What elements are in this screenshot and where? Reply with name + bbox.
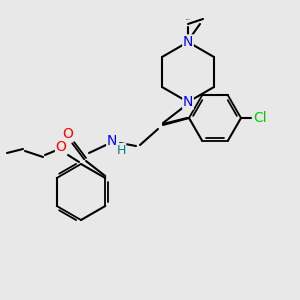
Text: O: O <box>56 140 66 154</box>
Text: N: N <box>183 35 193 49</box>
Text: H: H <box>116 143 126 157</box>
Text: Cl: Cl <box>253 111 267 125</box>
Text: N: N <box>107 134 117 148</box>
Text: N: N <box>183 95 193 109</box>
Text: methyl: methyl <box>186 18 190 20</box>
Text: O: O <box>63 127 74 141</box>
